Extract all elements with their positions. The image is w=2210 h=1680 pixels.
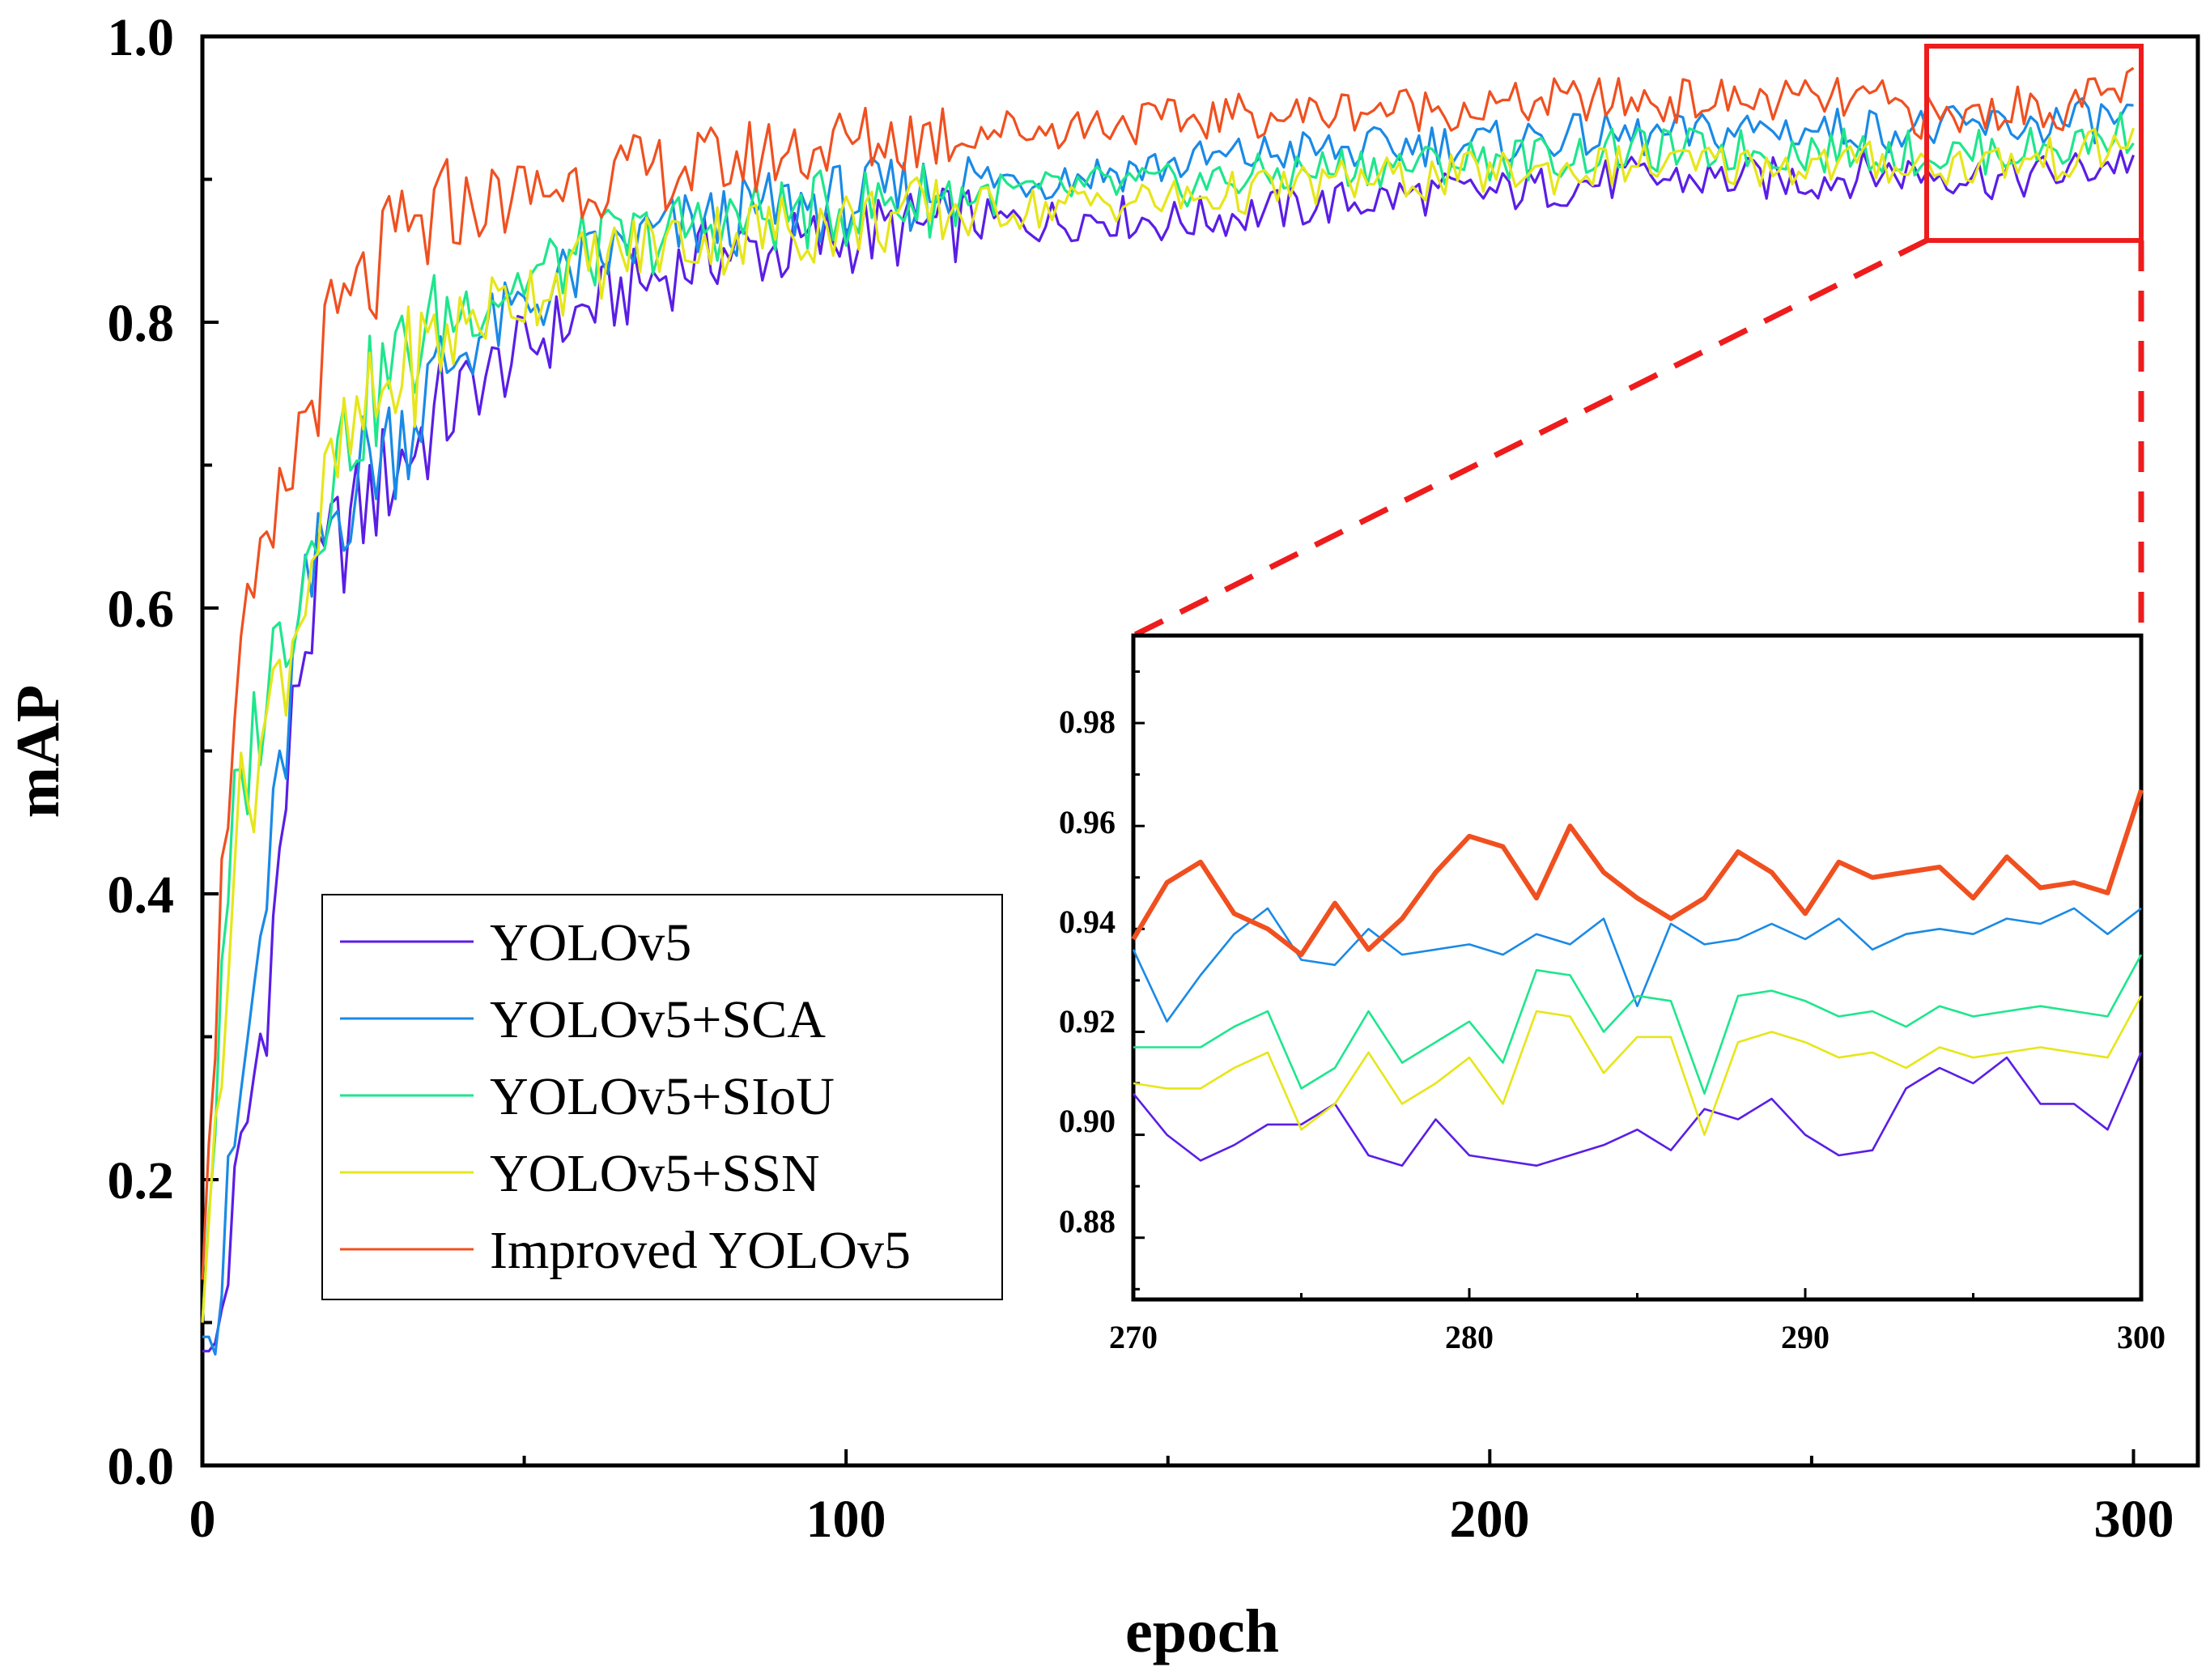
legend-label: Improved YOLOv5: [490, 1221, 911, 1280]
inset-series-line-yolov5-sca: [1132, 907, 2142, 1023]
legend-label: YOLOv5+SIoU: [490, 1067, 835, 1126]
legend-item: YOLOv5: [340, 913, 691, 972]
x-tick-label: 0: [189, 1490, 216, 1549]
zoom-connector-left: [1132, 237, 1928, 639]
legend-label: YOLOv5+SSN: [490, 1144, 820, 1203]
zoom-region-box: [1924, 44, 2144, 243]
x-tick-label: 100: [806, 1490, 886, 1549]
y-tick-label: 0.8: [108, 294, 175, 353]
inset-series-lines: [1131, 789, 2144, 1167]
main-series-lines: [201, 66, 2136, 1356]
legend-item: YOLOv5+SIoU: [340, 1067, 835, 1126]
series-line-yolov5-ssn: [201, 127, 2136, 1323]
series-line-improved-yolov5: [201, 66, 2135, 1280]
inset-y-tick-label: 0.98: [1059, 704, 1116, 740]
inset-axis-ticks: [1132, 670, 2143, 1299]
legend-label: YOLOv5+SCA: [490, 990, 826, 1049]
series-line-yolov5-siou: [201, 111, 2135, 1323]
x-tick-label: 300: [2094, 1490, 2174, 1549]
legend-box: [321, 894, 1003, 1300]
inset-chart: 0.88 0.90 0.92 0.94 0.96 0.98 270 280 29…: [1059, 633, 2165, 1355]
y-tick-label: 0.0: [108, 1437, 175, 1496]
x-axis-title: epoch: [1125, 1597, 1279, 1665]
inset-y-tick-label: 0.96: [1059, 804, 1116, 840]
legend-item: YOLOv5+SCA: [340, 990, 826, 1049]
x-tick-label: 200: [1450, 1490, 1530, 1549]
inset-x-tick-label: 280: [1445, 1319, 1494, 1355]
y-tick-label: 1.0: [108, 8, 175, 67]
y-axis-title: mAP: [4, 685, 72, 819]
y-tick-label: 0.6: [108, 580, 175, 639]
inset-x-tick-label: 290: [1781, 1319, 1830, 1355]
inset-x-tick-label: 270: [1109, 1319, 1158, 1355]
inset-y-tick-label: 0.92: [1059, 1003, 1116, 1040]
main-axis-ticks: [201, 35, 2136, 1467]
legend-label: YOLOv5: [490, 913, 691, 972]
inset-series-line-yolov5-ssn: [1133, 995, 2143, 1136]
inset-plot-frame: [1131, 633, 2144, 1302]
inset-x-tick-label: 300: [2117, 1319, 2165, 1355]
inset-y-tick-label: 0.94: [1059, 904, 1116, 940]
inset-series-line-yolov5-siou: [1133, 954, 2143, 1095]
legend-item: Improved YOLOv5: [340, 1221, 911, 1280]
legend: YOLOv5 YOLOv5+SCA YOLOv5+SIoU YOLOv5+SSN…: [321, 894, 1003, 1300]
inset-y-tick-label: 0.90: [1059, 1103, 1116, 1139]
inset-series-line-yolov5: [1132, 1052, 2143, 1167]
inset-y-tick-label: 0.88: [1059, 1203, 1116, 1240]
inset-series-line-improved-yolov5: [1131, 789, 2144, 958]
y-tick-label: 0.4: [108, 866, 175, 925]
legend-item: YOLOv5+SSN: [340, 1144, 820, 1203]
y-tick-label: 0.2: [108, 1151, 175, 1210]
